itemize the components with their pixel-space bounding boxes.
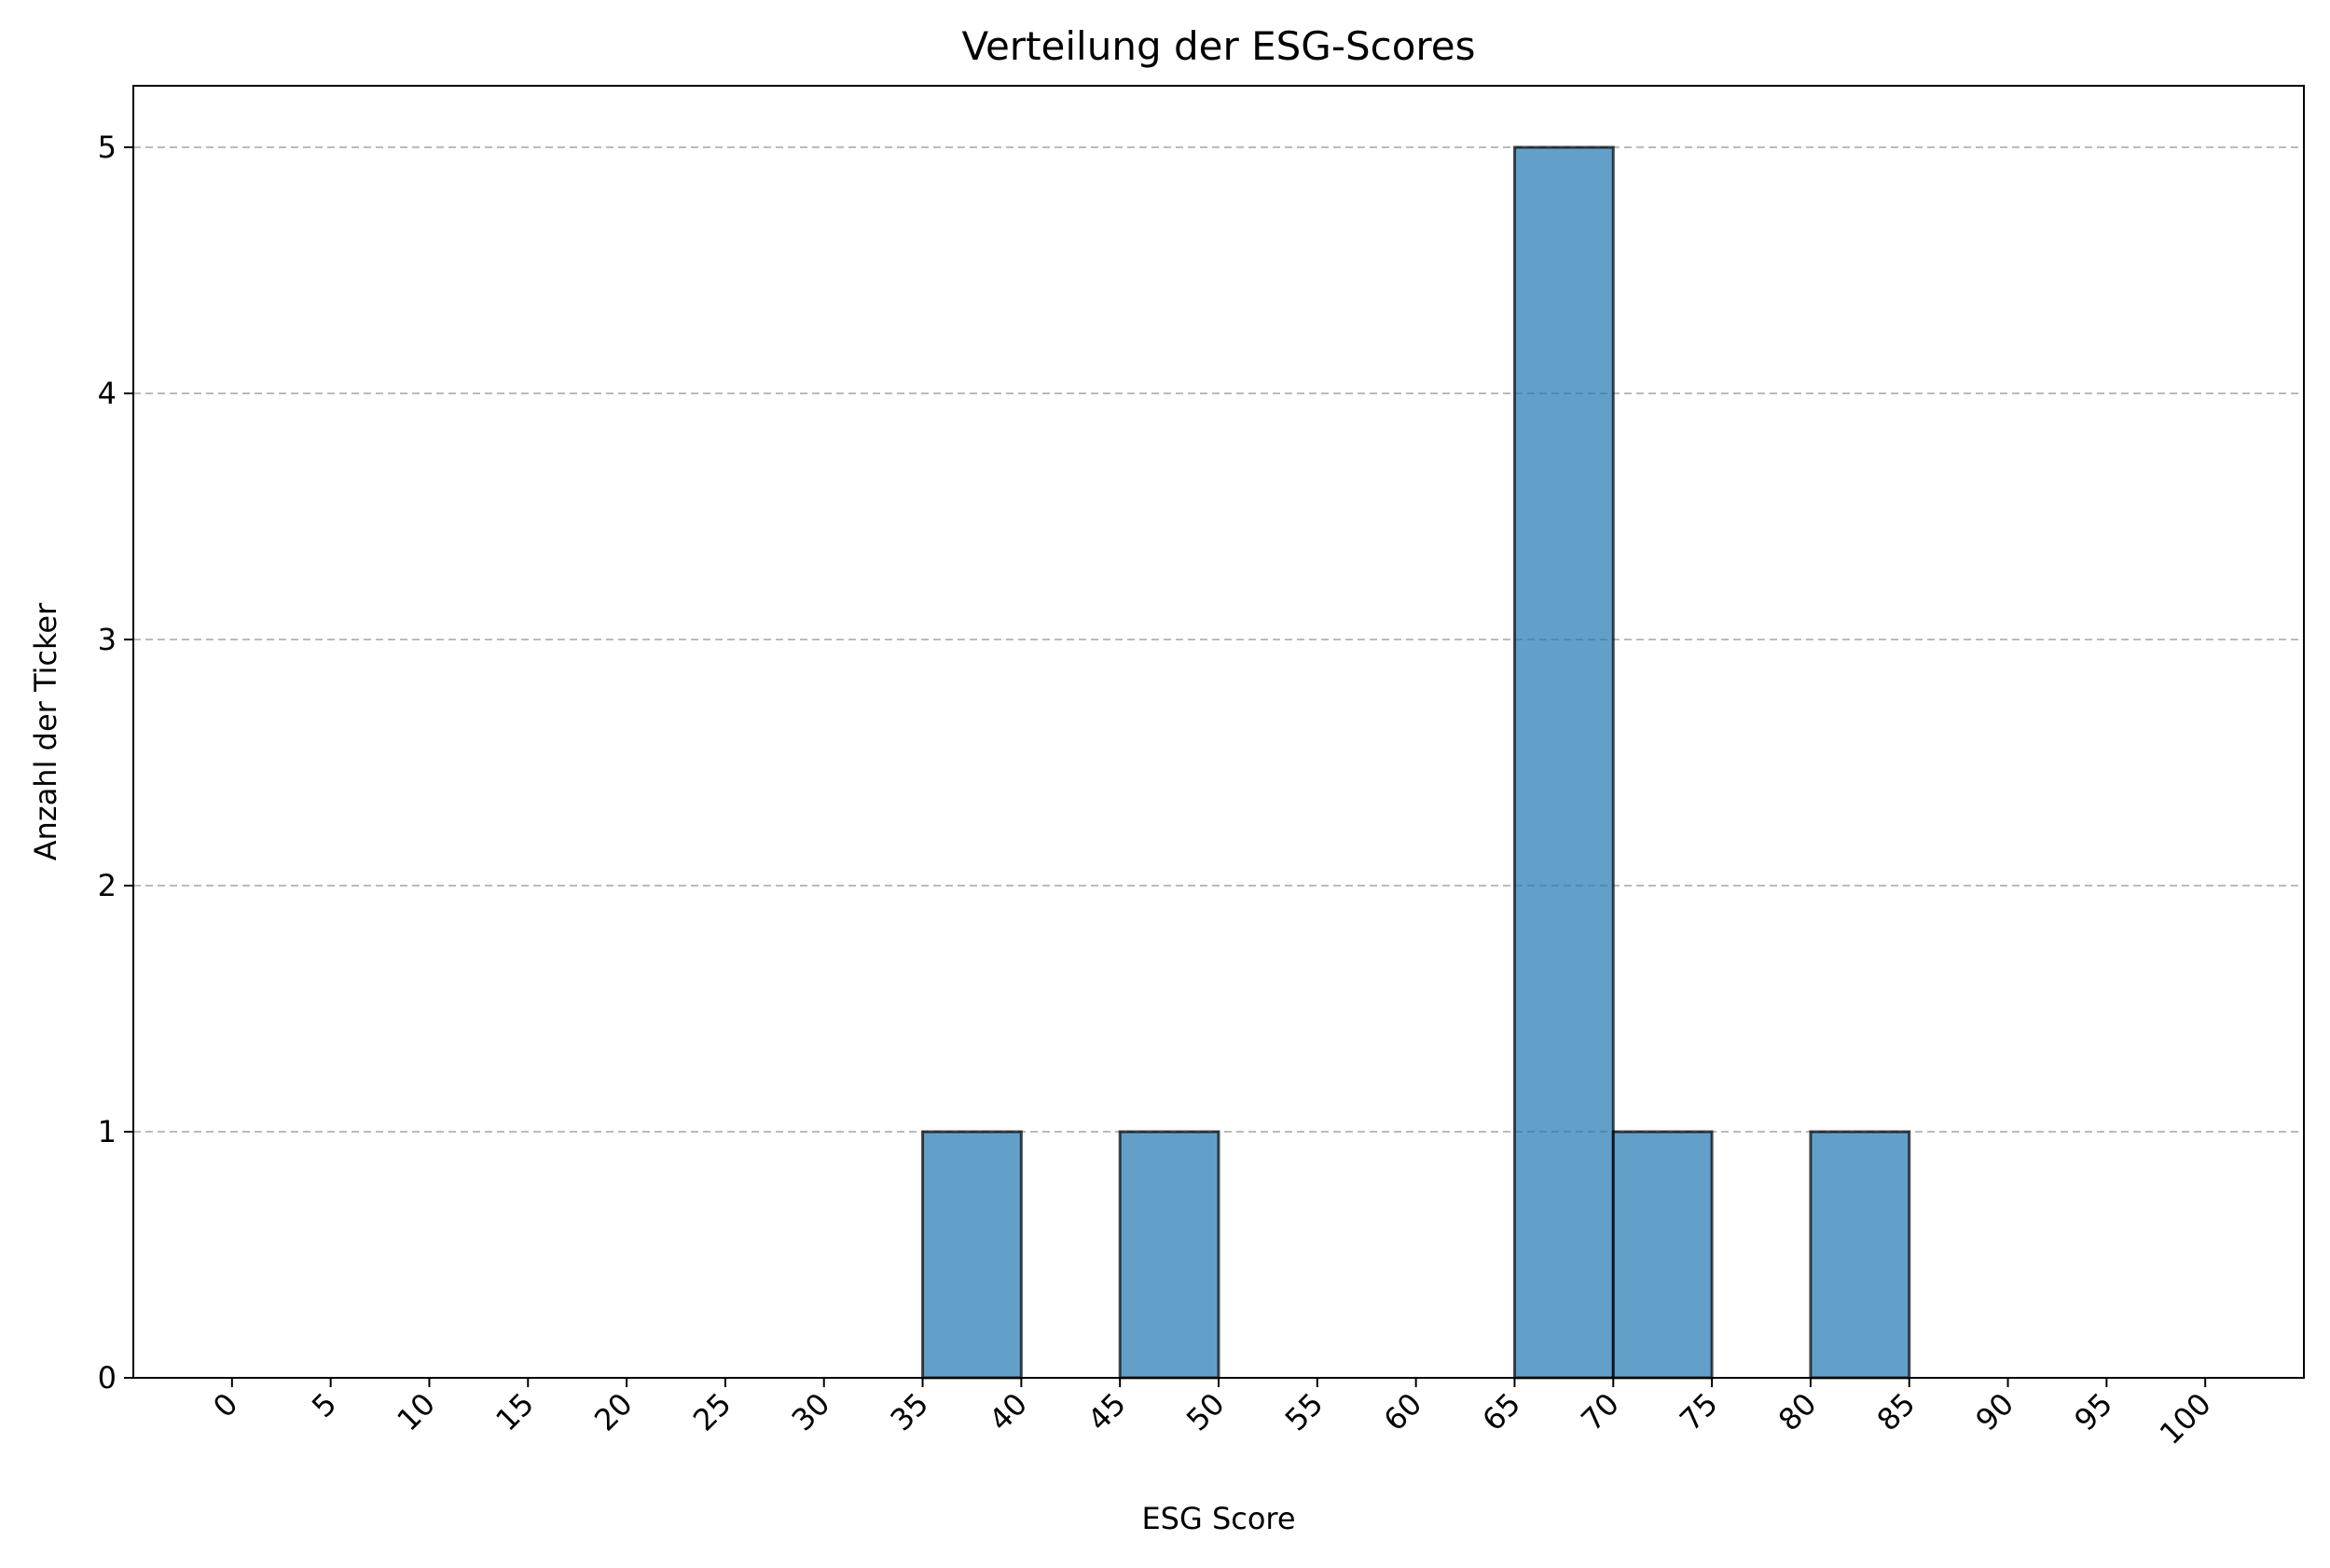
x-tick-label: 35 — [884, 1386, 936, 1438]
x-tick-label: 95 — [2067, 1386, 2119, 1438]
x-tick-label: 25 — [686, 1386, 738, 1438]
x-tick-label: 20 — [587, 1386, 640, 1438]
bar — [1118, 1130, 1220, 1380]
x-tick-label: 45 — [1081, 1386, 1133, 1438]
y-tick-label: 5 — [98, 130, 117, 165]
bar — [1512, 145, 1615, 1380]
chart-title: Verteilung der ESG-Scores — [961, 23, 1475, 69]
y-tick-label: 1 — [98, 1114, 117, 1149]
x-tick-label: 50 — [1179, 1386, 1232, 1438]
y-tick-label: 0 — [98, 1360, 117, 1396]
x-tick-label: 75 — [1673, 1386, 1725, 1438]
x-tick-label: 40 — [982, 1386, 1034, 1438]
plot-frame — [132, 85, 2305, 1379]
y-axis-label: Anzahl der Ticker — [28, 602, 63, 860]
x-tick-label: 70 — [1574, 1386, 1626, 1438]
y-tick-label: 2 — [98, 868, 117, 903]
x-tick-label: 10 — [390, 1386, 442, 1438]
bar — [1611, 1130, 1714, 1380]
y-tick-label: 3 — [98, 622, 117, 657]
x-tick-label: 0 — [206, 1386, 244, 1424]
x-tick-label: 5 — [305, 1386, 343, 1424]
x-tick-label: 15 — [489, 1386, 541, 1438]
x-tick-label: 60 — [1377, 1386, 1429, 1438]
bar — [1809, 1130, 1911, 1380]
y-tick-label: 4 — [98, 376, 117, 411]
x-tick-label: 85 — [1870, 1386, 1923, 1438]
x-tick-label: 100 — [2153, 1386, 2218, 1451]
x-tick-label: 55 — [1278, 1386, 1330, 1438]
x-tick-label: 90 — [1969, 1386, 2021, 1438]
bar — [921, 1130, 1023, 1380]
x-axis-label: ESG Score — [1141, 1501, 1295, 1536]
x-tick-label: 65 — [1475, 1386, 1527, 1438]
x-tick-label: 30 — [785, 1386, 837, 1438]
x-tick-label: 80 — [1772, 1386, 1824, 1438]
